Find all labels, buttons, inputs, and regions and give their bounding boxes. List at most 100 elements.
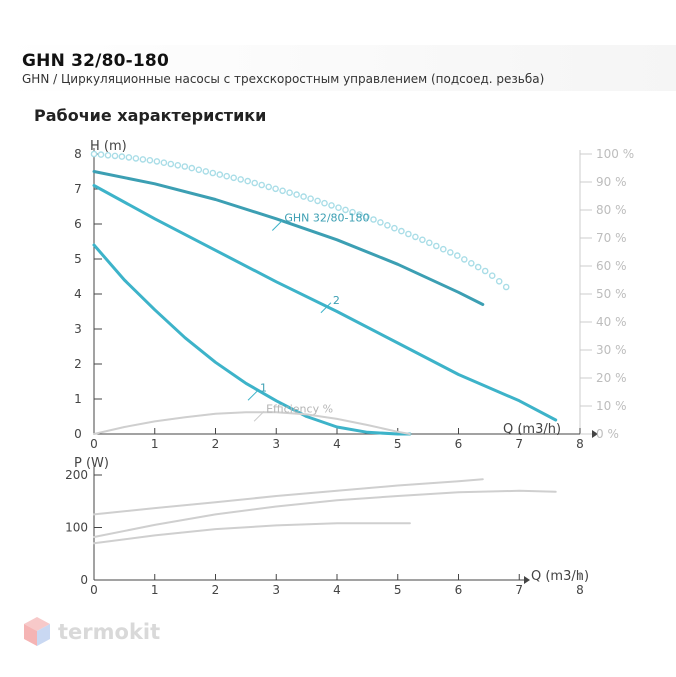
efficiency-dot — [293, 191, 300, 198]
curve-label-leader — [247, 389, 259, 401]
efficiency-dot — [265, 183, 273, 191]
y-tick-label: 1 — [74, 392, 82, 406]
y-tick-label: 8 — [74, 147, 82, 161]
p-x-tick-label: 0 — [90, 583, 98, 597]
efficiency-dot — [502, 283, 510, 291]
p-x-tick-label: 3 — [272, 583, 280, 597]
efficiency-dot — [321, 199, 328, 207]
title-band — [0, 45, 676, 91]
y2-tick-label: 10 % — [596, 399, 627, 413]
efficiency-dot — [439, 245, 447, 253]
p-x-tick-label: 4 — [333, 583, 341, 597]
x-tick-label: 6 — [455, 437, 463, 451]
efficiency-dot — [488, 272, 496, 280]
efficiency-dot — [314, 197, 321, 205]
product-title: GHN 32/80-180 — [22, 51, 169, 71]
efficiency-dot — [160, 159, 168, 166]
curve-label: Efficiency % — [266, 402, 333, 415]
efficiency-dot — [132, 155, 140, 162]
series-speed2 — [92, 184, 558, 422]
y2-tick-label: 50 % — [596, 287, 627, 301]
x-tick-label: 1 — [151, 437, 159, 451]
y2-tick-label: 20 % — [596, 371, 627, 385]
efficiency-dot — [188, 164, 196, 172]
efficiency-dot — [467, 259, 475, 267]
efficiency-dot — [419, 236, 426, 244]
p-x-axis-arrow — [524, 576, 530, 584]
efficiency-dot — [377, 219, 384, 226]
efficiency-dot — [251, 179, 258, 187]
efficiency-dot — [412, 233, 419, 241]
efficiency-dot — [111, 152, 119, 160]
x-axis-label: Q (m3/h) — [503, 422, 561, 437]
efficiency-dot — [398, 227, 405, 235]
efficiency-dot — [328, 202, 335, 209]
efficiency-dot — [307, 195, 314, 202]
power-chart: 0 100 200 0 1 2 3 4 5 6 7 8 P (W) Q (m3/h) — [65, 456, 589, 597]
efficiency-dot — [370, 216, 377, 223]
curve-label: 2 — [333, 294, 340, 307]
p-y-axis-label: P (W) — [74, 456, 109, 471]
y-tick-label: 2 — [74, 357, 82, 371]
efficiency-dot — [195, 166, 203, 174]
y2-tick-label: 30 % — [596, 343, 627, 357]
series-efficiency — [93, 411, 411, 435]
efficiency-dot — [481, 267, 489, 275]
p-y-tick-label: 200 — [65, 468, 88, 482]
efficiency-dot — [90, 150, 98, 158]
efficiency-dot — [474, 263, 482, 271]
p-x-axis-label: Q (m3/h) — [531, 569, 589, 584]
efficiency-dot — [425, 239, 433, 247]
x-tick-label: 4 — [333, 437, 341, 451]
product-subtitle: GHN / Циркуляционные насосы с трехскорос… — [22, 72, 545, 86]
efficiency-dot — [446, 249, 454, 256]
efficiency-dot — [125, 154, 133, 161]
y-tick-label: 6 — [74, 217, 82, 231]
logo-text: termokit — [58, 620, 161, 644]
series-power-speed2 — [93, 489, 557, 538]
efficiency-dot — [153, 158, 161, 165]
efficiency-dot — [272, 185, 279, 193]
p-y-tick-label: 100 — [65, 521, 88, 535]
efficiency-dot — [209, 169, 217, 177]
p-y-tick-label: 0 — [80, 573, 88, 587]
x-axis-arrow — [592, 430, 598, 438]
efficiency-dot — [237, 176, 244, 183]
y-tick-label: 0 — [74, 427, 82, 441]
x-tick-label: 7 — [515, 437, 523, 451]
p-x-tick-label: 2 — [212, 583, 220, 597]
series-speed3 — [92, 170, 485, 306]
y-tick-label: 4 — [74, 287, 82, 301]
efficiency-dot — [405, 230, 412, 238]
y-tick-label: 5 — [74, 252, 82, 266]
y2-tick-label: 90 % — [596, 175, 627, 189]
series-power-speed1 — [93, 522, 411, 545]
efficiency-dot — [279, 187, 286, 195]
p-x-tick-label: 8 — [576, 583, 584, 597]
efficiency-dot — [202, 168, 210, 175]
curve-label-leader — [271, 220, 283, 231]
efficiency-dot — [97, 151, 105, 158]
efficiency-dot — [460, 256, 468, 263]
p-x-tick-label: 5 — [394, 583, 402, 597]
efficiency-dot — [335, 204, 342, 211]
efficiency-dot — [384, 221, 391, 229]
y2-tick-label: 0 % — [596, 427, 619, 441]
y2-tick-label: 70 % — [596, 231, 627, 245]
efficiency-dot — [118, 153, 126, 160]
efficiency-dotted-series — [90, 150, 510, 291]
y-tick-label: 3 — [74, 322, 82, 336]
y-tick-label: 7 — [74, 182, 82, 196]
x-tick-label: 0 — [90, 437, 98, 451]
efficiency-dot — [167, 160, 175, 168]
efficiency-dot — [181, 163, 189, 170]
efficiency-dot — [349, 208, 356, 216]
y2-tick-label: 80 % — [596, 203, 627, 217]
efficiency-dot — [174, 161, 182, 169]
p-x-tick-label: 7 — [515, 583, 523, 597]
logo: termokit — [22, 612, 160, 652]
x-tick-label: 8 — [576, 437, 584, 451]
efficiency-dot — [216, 171, 224, 178]
efficiency-dot — [146, 156, 154, 164]
